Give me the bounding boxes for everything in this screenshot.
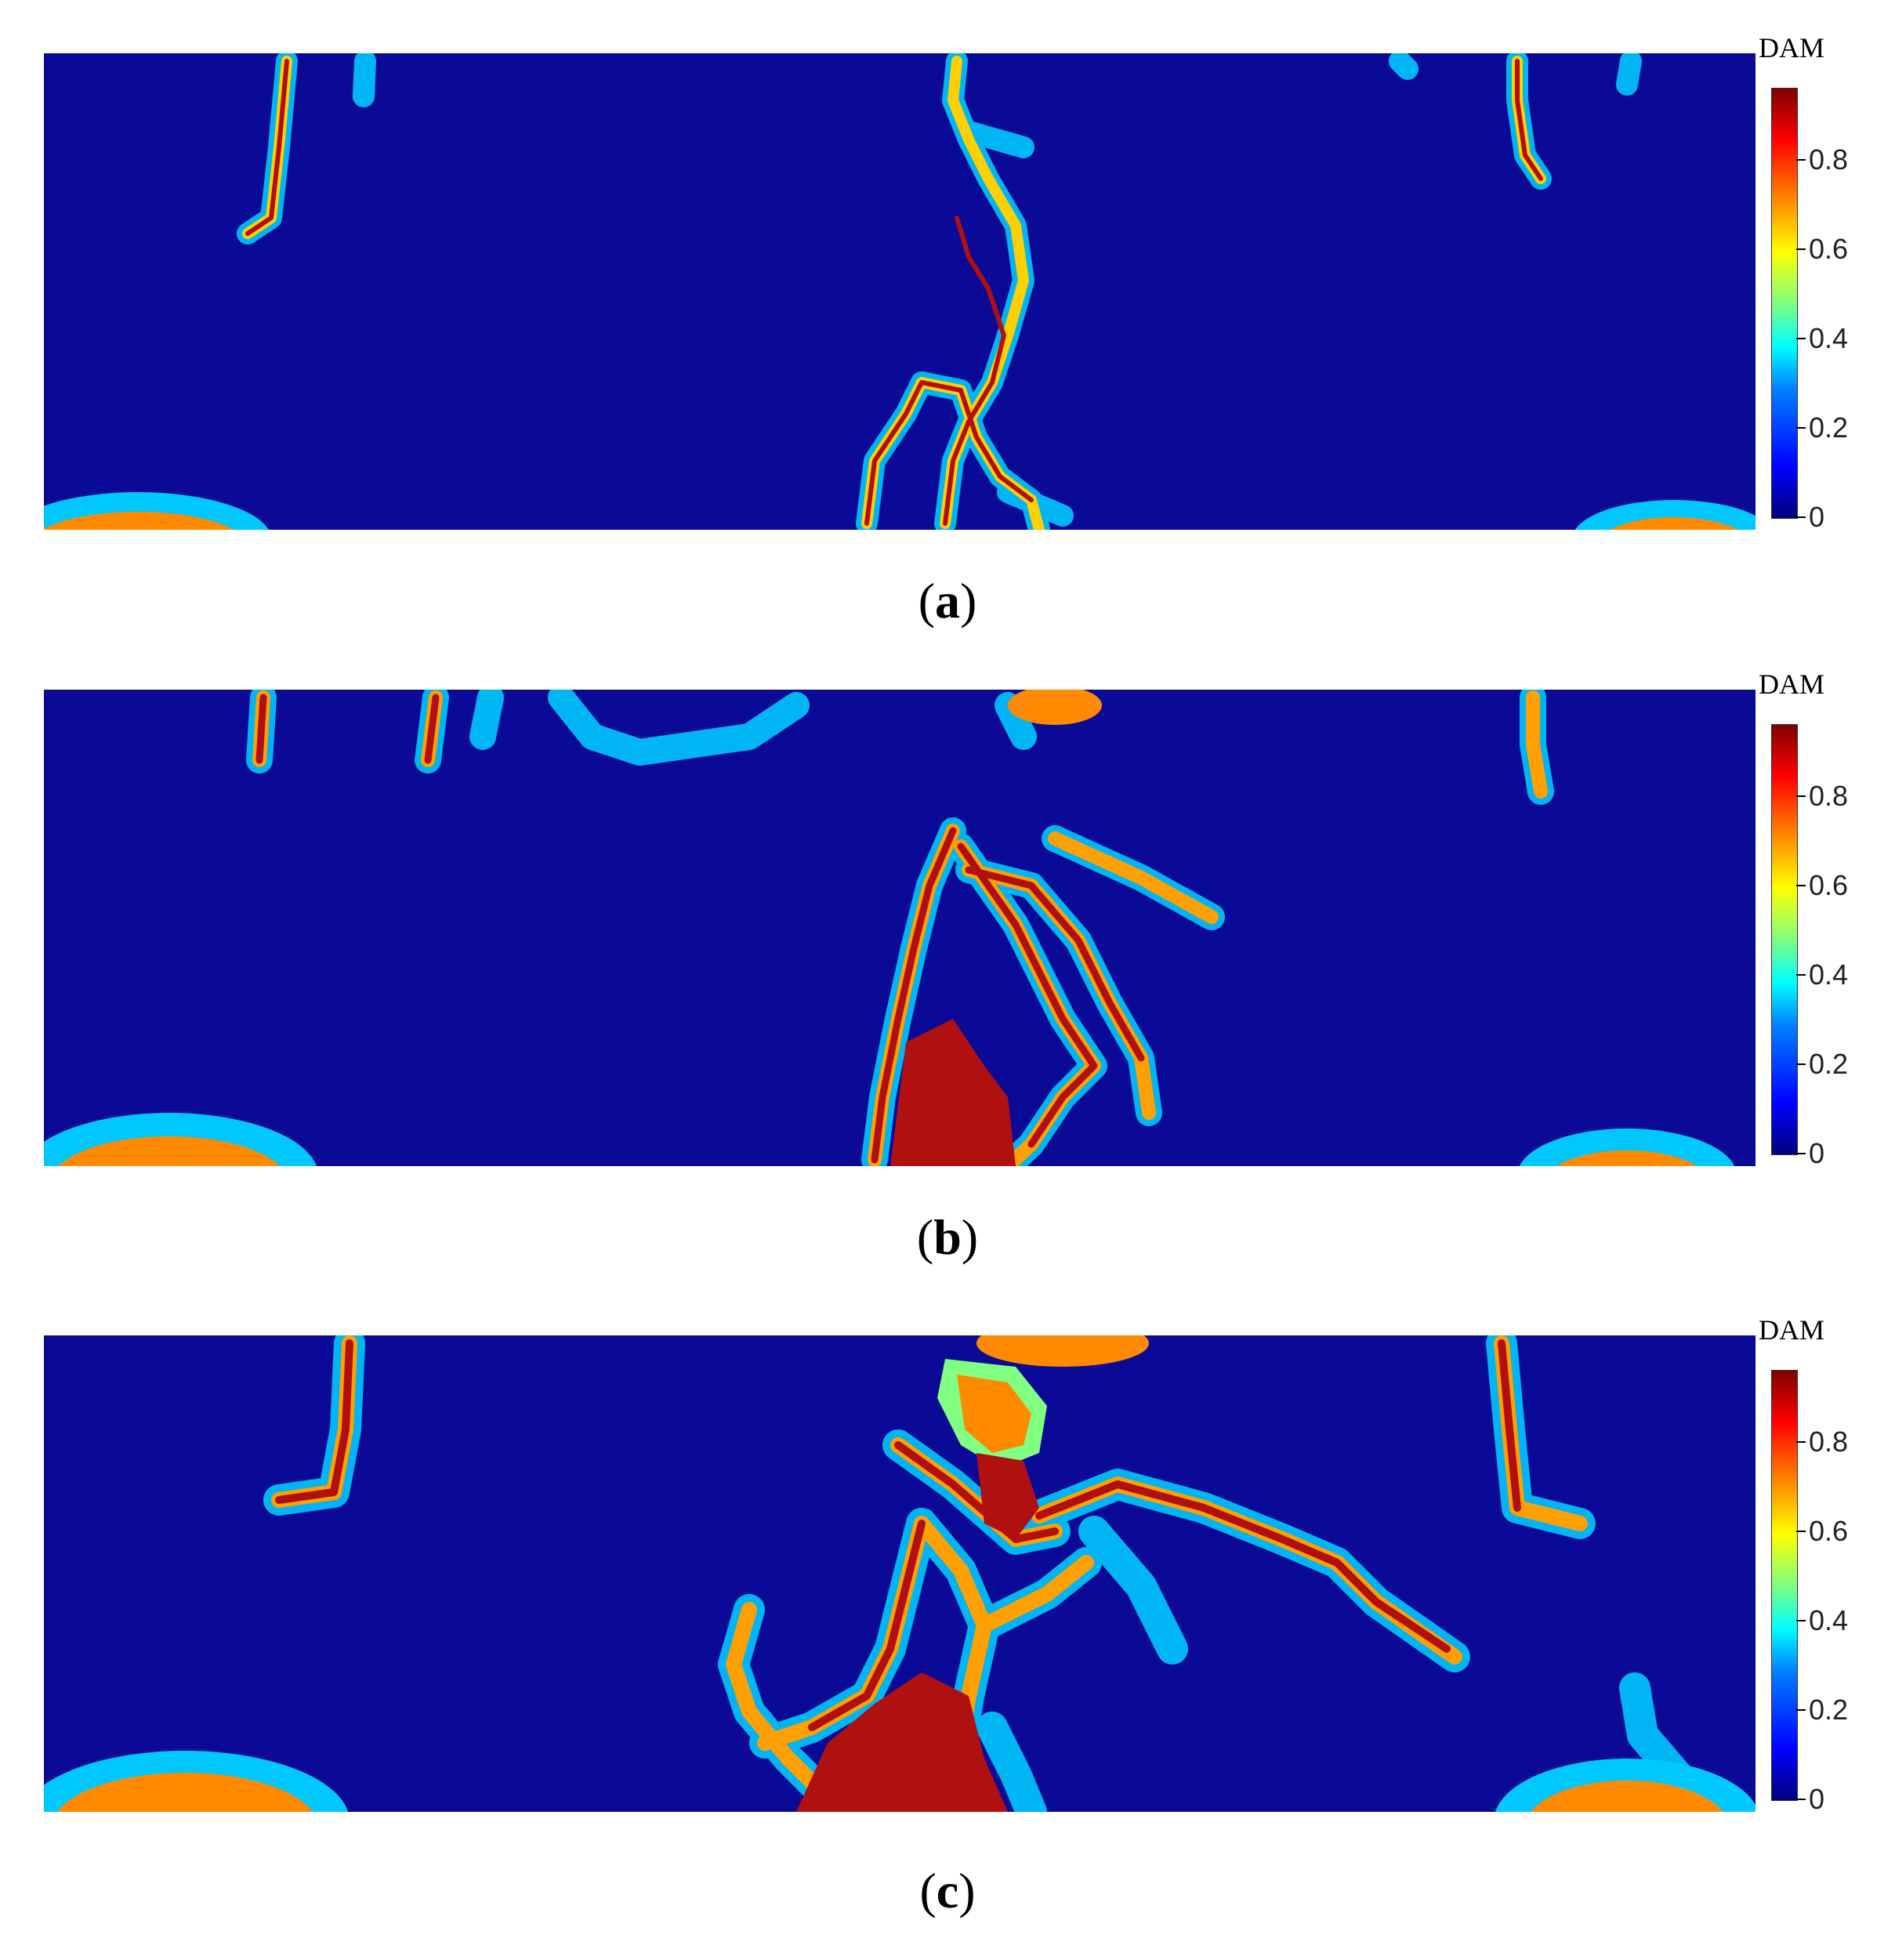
colorbar-tick-label: 0.6 <box>1809 233 1849 265</box>
damage-contour-b <box>44 690 1756 1166</box>
panel-b: DAM 0.8 0.6 0.4 0.2 0 (b) <box>0 636 1895 1279</box>
colorbar-tick-label: 0 <box>1809 501 1825 533</box>
panel-caption-b: (b) <box>916 1209 979 1265</box>
colorbar-tick-label: 0 <box>1809 1137 1825 1169</box>
colorbar-tick <box>1796 1441 1806 1443</box>
panel-c: DAM 0.8 0.6 0.4 0.2 0 (c) <box>0 1282 1895 1925</box>
colorbar-tick-label: 0.2 <box>1809 411 1849 444</box>
colorbar-tick <box>1796 885 1806 886</box>
colorbar-tick <box>1796 159 1806 161</box>
damage-map-c <box>44 1335 1756 1812</box>
colorbar-tick-label: 0.2 <box>1809 1694 1849 1726</box>
colorbar-tick <box>1796 248 1806 250</box>
panel-a: DAM 0.8 0.6 0.4 0.2 0 (a) <box>0 0 1895 643</box>
colorbar-title: DAM <box>1759 32 1825 63</box>
colorbar-title: DAM <box>1759 1314 1825 1346</box>
panel-caption-a: (a) <box>918 573 977 629</box>
colorbar-tick-label: 0.4 <box>1809 1604 1849 1636</box>
damage-contour-c <box>44 1335 1756 1812</box>
colorbar-tick-label: 0.4 <box>1809 958 1849 991</box>
colorbar-tick <box>1796 1709 1806 1711</box>
colorbar <box>1771 88 1798 519</box>
damage-map-b <box>44 690 1735 1166</box>
colorbar-tick <box>1796 1153 1806 1154</box>
panel-label: c <box>936 1863 959 1918</box>
colorbar <box>1771 724 1798 1155</box>
colorbar-tick <box>1796 1063 1806 1065</box>
colorbar-tick-label: 0.6 <box>1809 869 1849 901</box>
damage-map-a <box>44 53 1756 530</box>
colorbar-title: DAM <box>1759 668 1825 700</box>
colorbar <box>1771 1370 1798 1801</box>
colorbar-tick <box>1796 427 1806 429</box>
colorbar-tick-label: 0.8 <box>1809 1426 1849 1458</box>
colorbar-tick <box>1796 516 1806 518</box>
colorbar-tick-label: 0.4 <box>1809 322 1849 354</box>
panel-caption-c: (c) <box>919 1863 976 1918</box>
damage-contour-a <box>44 53 1756 530</box>
colorbar-tick <box>1796 1531 1806 1532</box>
colorbar-tick <box>1796 974 1806 976</box>
colorbar-tick-label: 0.8 <box>1809 143 1849 176</box>
colorbar-tick-label: 0.8 <box>1809 780 1849 812</box>
colorbar-tick-label: 0.2 <box>1809 1048 1849 1080</box>
colorbar-tick-label: 0 <box>1809 1783 1825 1815</box>
colorbar-tick-label: 0.6 <box>1809 1515 1849 1547</box>
panel-label: a <box>935 573 960 629</box>
colorbar-tick <box>1796 1620 1806 1621</box>
colorbar-tick <box>1796 338 1806 339</box>
colorbar-tick <box>1796 1799 1806 1800</box>
colorbar-tick <box>1796 795 1806 797</box>
panel-label: b <box>933 1209 962 1265</box>
